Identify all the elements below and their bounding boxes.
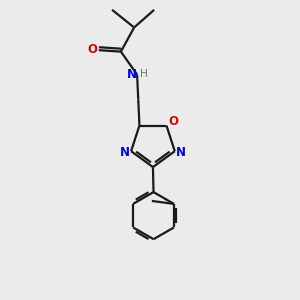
Text: N: N [120, 146, 130, 159]
Text: N: N [127, 68, 137, 81]
Text: H: H [140, 69, 148, 79]
Text: N: N [176, 146, 186, 159]
Text: O: O [87, 43, 97, 56]
Text: O: O [168, 116, 178, 128]
